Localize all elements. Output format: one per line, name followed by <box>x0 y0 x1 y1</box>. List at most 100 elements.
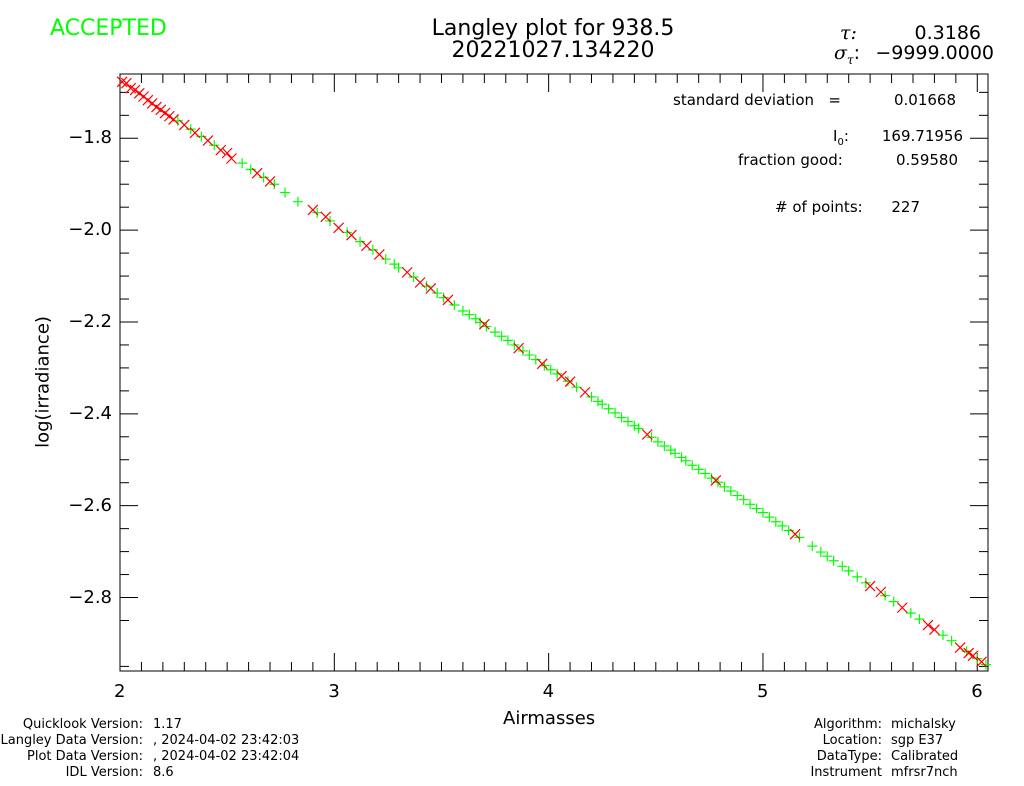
good-point <box>629 420 640 431</box>
good-point <box>815 547 826 558</box>
good-point <box>380 254 391 265</box>
x-axis-label: Airmasses <box>503 708 596 729</box>
good-point <box>586 391 597 402</box>
rejected-point <box>967 650 979 662</box>
footer-value: , 2024-04-02 23:42:03 <box>153 733 300 748</box>
good-point <box>732 490 743 501</box>
good-point <box>700 468 711 479</box>
rejected-point <box>125 82 137 94</box>
rejected-point <box>401 266 413 278</box>
points-label: # of points: <box>775 198 863 216</box>
rejected-point <box>641 429 653 440</box>
good-point <box>633 423 644 434</box>
x-tick-label: 2 <box>114 681 126 702</box>
footer-label: Plot Data Version: <box>27 749 143 764</box>
rejected-point <box>373 249 385 260</box>
good-point <box>972 653 983 664</box>
rejected-point <box>928 624 940 636</box>
good-point <box>597 399 608 410</box>
rejected-point <box>875 586 887 598</box>
x-tick-label: 4 <box>542 681 555 702</box>
good-point <box>770 516 781 527</box>
good-point <box>517 345 528 356</box>
y-tick-label: −2.6 <box>68 494 112 516</box>
y-tick-label: −2.0 <box>68 219 112 241</box>
good-point <box>745 499 756 510</box>
good-point <box>312 207 323 218</box>
good-point <box>496 331 507 342</box>
good-point <box>509 339 520 350</box>
good-point <box>843 565 854 576</box>
rejected-point <box>333 222 345 234</box>
good-point <box>914 614 925 625</box>
rejected-point <box>189 127 201 139</box>
rejected-point <box>442 294 454 306</box>
fraction-good-label: fraction good: <box>738 151 843 169</box>
data-points <box>116 76 991 670</box>
good-point <box>355 236 366 247</box>
rejected-point <box>478 318 490 330</box>
chart-title: Langley plot for 938.5 <box>431 16 675 41</box>
good-point <box>502 335 513 346</box>
chart-subtitle: 20221027.134220 <box>451 38 655 63</box>
good-point <box>432 288 443 299</box>
sigma-label: στ: <box>834 42 861 67</box>
good-point <box>269 179 280 190</box>
good-point <box>475 317 486 328</box>
good-point <box>367 244 378 255</box>
good-point <box>852 571 863 582</box>
y-tick-label: −2.8 <box>68 586 112 608</box>
good-point <box>552 368 563 379</box>
rejected-point <box>414 277 426 288</box>
rejected-point <box>221 147 233 159</box>
good-point <box>680 455 691 466</box>
rejected-point <box>896 602 908 614</box>
good-point <box>603 403 614 414</box>
plot-frame <box>119 73 989 672</box>
rejected-point <box>710 474 722 486</box>
good-point <box>777 520 788 531</box>
footer-label: IDL Version: <box>65 765 143 780</box>
footer-label: DataType: <box>816 749 882 764</box>
good-point <box>837 561 848 572</box>
rejected-point <box>361 240 372 252</box>
good-point <box>757 507 768 518</box>
good-point <box>764 512 775 523</box>
footer-value: sgp E37 <box>891 733 944 748</box>
good-point <box>822 551 833 562</box>
footer-value: mfrsr7nch <box>891 765 958 780</box>
rejected-point <box>556 370 567 382</box>
sigma-value: −9999.0000 <box>875 42 994 64</box>
rejected-point <box>251 167 263 179</box>
points-value: 227 <box>891 198 920 216</box>
good-point <box>659 440 670 451</box>
rejected-point <box>864 580 876 592</box>
footer-value: michalsky <box>891 717 956 732</box>
rejected-point <box>168 114 180 125</box>
rejected-point <box>789 528 801 540</box>
y-tick-label: −2.4 <box>68 402 112 424</box>
good-point <box>524 350 535 361</box>
rejected-point <box>954 642 966 654</box>
footer-label: Instrument <box>810 765 882 780</box>
status-label: ACCEPTED <box>50 16 167 41</box>
rejected-point <box>579 386 591 398</box>
footer-value: Calibrated <box>891 749 959 764</box>
rejected-point <box>922 619 934 631</box>
fraction-good-value: 0.59580 <box>895 151 958 169</box>
rejected-point <box>116 76 128 88</box>
rejected-point <box>215 144 227 156</box>
good-point <box>610 407 621 418</box>
good-point <box>571 382 582 393</box>
x-tick-label: 3 <box>328 681 340 702</box>
rejected-point <box>564 376 576 388</box>
good-point <box>652 436 663 447</box>
i0-value: 169.71956 <box>881 127 963 145</box>
footer-label: Location: <box>822 733 882 748</box>
good-point <box>946 635 957 646</box>
rejected-point <box>307 204 319 216</box>
rejected-point <box>346 229 357 241</box>
footer-value: , 2024-04-02 23:42:04 <box>153 749 300 764</box>
x-tick-label: 5 <box>756 681 769 702</box>
good-point <box>751 503 762 514</box>
